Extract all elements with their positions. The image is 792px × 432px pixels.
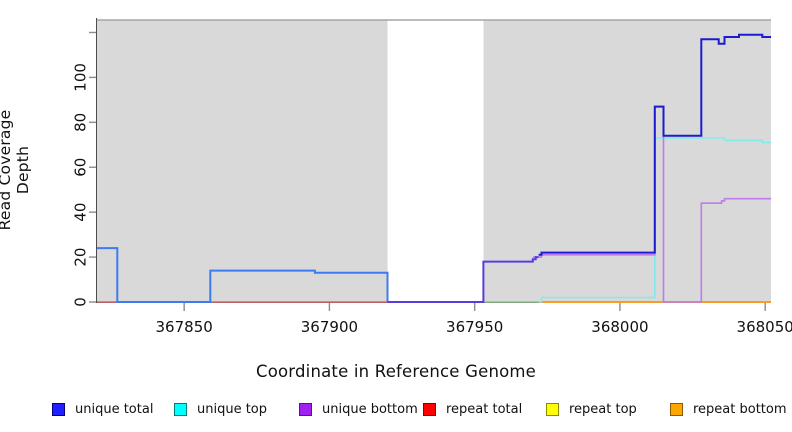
legend-item-repeat-total: repeat total (423, 399, 522, 419)
x-tick-label-368000: 368000 (591, 318, 648, 336)
legend-item-unique-total: unique total (52, 399, 153, 419)
unique-total-right-line (538, 33, 771, 256)
legend-swatch-icon (546, 402, 559, 416)
x-tick-label-367900: 367900 (301, 318, 358, 336)
x-tick-label-368050: 368050 (737, 318, 792, 336)
legend-swatch-icon (174, 402, 187, 416)
y-tick-label-60: 60 (72, 158, 90, 177)
legend-label: unique top (197, 401, 268, 417)
legend-label: repeat bottom (693, 401, 787, 417)
background-region-1 (387, 20, 484, 302)
chart-legend: unique total unique top unique bottom repea… (0, 399, 792, 423)
legend-label: repeat top (569, 401, 637, 417)
legend-item-repeat-bottom: repeat bottom (670, 399, 787, 419)
x-axis-title: Coordinate in Reference Genome (255, 362, 537, 381)
legend-swatch-icon (423, 402, 436, 416)
legend-item-unique-top: unique top (174, 399, 267, 419)
legend-label: unique bottom (322, 401, 418, 417)
unique-bottom-line (532, 105, 771, 303)
y-tick-label-0: 0 (72, 297, 90, 307)
legend-swatch-icon (670, 402, 683, 416)
unique-total-left-line (97, 247, 389, 303)
y-axis-title: Read Coverage Depth (0, 109, 32, 231)
y-tick-label-80: 80 (72, 113, 90, 132)
background-region-0 (97, 20, 388, 302)
legend-swatch-icon (299, 402, 312, 416)
legend-label: repeat total (446, 401, 523, 417)
y-tick-label-40: 40 (72, 203, 90, 222)
y-tick-label-20: 20 (72, 248, 90, 267)
x-tick-label-367850: 367850 (156, 318, 213, 336)
legend-item-repeat-top: repeat top (546, 399, 637, 419)
legend-label: unique total (75, 401, 154, 417)
unique-top-line (538, 137, 771, 303)
unique-total-gap-line (387, 256, 539, 303)
legend-item-unique-bottom: unique bottom (299, 399, 418, 419)
y-tick-label-100: 100 (72, 63, 90, 92)
x-tick-label-367950: 367950 (446, 318, 503, 336)
background-region-2 (483, 20, 771, 302)
legend-swatch-icon (52, 402, 65, 416)
